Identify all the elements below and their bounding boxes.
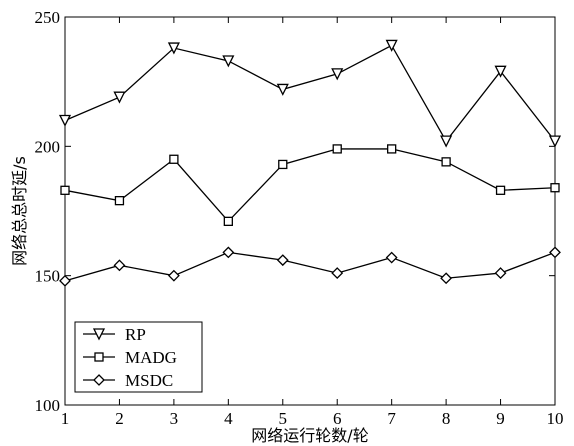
data-point-rp (167, 42, 180, 55)
series-line-msdc (64, 251, 556, 282)
legend: RP MADG MSDC (74, 321, 203, 393)
legend-marker-msdc (93, 374, 105, 386)
legend-marker-madg (94, 352, 104, 362)
x-tick-label: 4 (224, 409, 233, 428)
data-point-madg (278, 159, 288, 170)
data-point-msdc (549, 246, 561, 259)
data-point-msdc (276, 254, 289, 267)
y-tick-label: 150 (35, 267, 61, 286)
y-tick-label: 250 (35, 8, 61, 27)
series-line-madg (64, 148, 556, 223)
data-point-msdc (494, 267, 507, 279)
data-point-madg (387, 144, 397, 154)
series-rp (58, 39, 562, 148)
x-tick-label: 10 (547, 409, 564, 428)
x-tick-label: 6 (333, 409, 342, 428)
data-point-rp (113, 91, 126, 104)
data-point-madg (441, 157, 451, 167)
data-point-rp (548, 135, 562, 148)
data-point-rp (440, 135, 453, 148)
data-point-rp (494, 65, 507, 78)
x-tick-label: 1 (61, 409, 70, 428)
data-point-rp (331, 68, 344, 81)
axis-ticks: 1 2 3 4 5 6 7 8 9 10 100 150 200 250 (35, 8, 564, 428)
legend-marker-rp (92, 328, 106, 341)
data-point-msdc (331, 267, 344, 279)
data-point-rp (58, 114, 72, 127)
x-tick-label: 5 (279, 409, 288, 428)
x-tick-label: 9 (496, 409, 505, 428)
plot-frame (64, 16, 556, 406)
legend-label-rp: RP (125, 325, 146, 344)
data-point-madg (169, 154, 179, 164)
data-point-msdc (59, 274, 71, 287)
data-point-madg (223, 216, 233, 226)
data-point-rp (222, 55, 235, 68)
data-point-msdc (385, 251, 398, 264)
y-tick-label: 200 (35, 137, 61, 156)
x-axis-title: 网络运行轮数/轮 (251, 426, 368, 445)
data-point-rp (276, 83, 289, 96)
series-line-rp (64, 44, 556, 143)
x-tick-label: 8 (442, 409, 451, 428)
data-point-msdc (167, 269, 180, 282)
data-point-madg (495, 185, 506, 195)
legend-label-msdc: MSDC (125, 371, 173, 390)
data-point-madg (550, 183, 560, 193)
x-tick-label: 3 (170, 409, 179, 428)
data-point-madg (60, 185, 70, 195)
series-msdc (59, 246, 561, 287)
data-point-madg (114, 196, 125, 206)
y-tick-label: 100 (35, 396, 61, 415)
data-point-msdc (113, 259, 126, 272)
data-point-msdc (222, 246, 235, 259)
legend-label-madg: MADG (125, 348, 177, 367)
x-tick-label: 7 (387, 409, 396, 428)
series-madg (60, 144, 560, 226)
data-point-madg (332, 144, 342, 154)
series-layer (58, 39, 562, 287)
y-axis-title: 网络总总时延/s (10, 156, 29, 266)
data-point-rp (385, 39, 398, 52)
data-point-msdc (440, 272, 453, 285)
x-tick-label: 2 (115, 409, 124, 428)
